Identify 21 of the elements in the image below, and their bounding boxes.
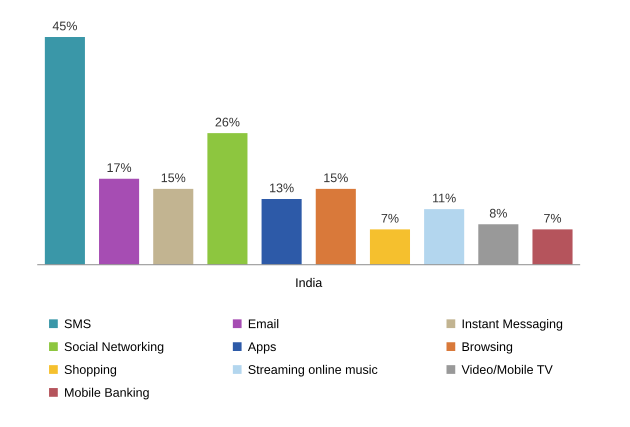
data-label: 15% — [324, 173, 348, 182]
data-label: 13% — [270, 183, 294, 192]
data-label: 7% — [544, 214, 562, 223]
legend-label: Instant Messaging — [462, 319, 562, 331]
data-label: 45% — [52, 22, 77, 30]
data-label: 17% — [108, 163, 132, 172]
x-axis-title: India — [296, 278, 322, 288]
legend-label: Streaming online music — [248, 364, 378, 376]
data-label: 7% — [382, 214, 399, 223]
legend-label: Mobile Banking — [65, 388, 149, 400]
legend-label: Social Networking — [64, 342, 164, 354]
data-label: 15% — [162, 173, 186, 182]
data-label: 11% — [433, 194, 456, 202]
legend-label: Browsing — [462, 342, 512, 354]
legend-label: Video/Mobile TV — [462, 364, 553, 374]
legend-label: Shopping — [64, 364, 116, 376]
data-label: 8% — [490, 208, 507, 218]
legend-label: Email — [248, 319, 278, 328]
legend-label: Apps — [248, 342, 276, 354]
data-label: 26% — [216, 118, 240, 127]
legend-label: SMS — [64, 319, 91, 328]
